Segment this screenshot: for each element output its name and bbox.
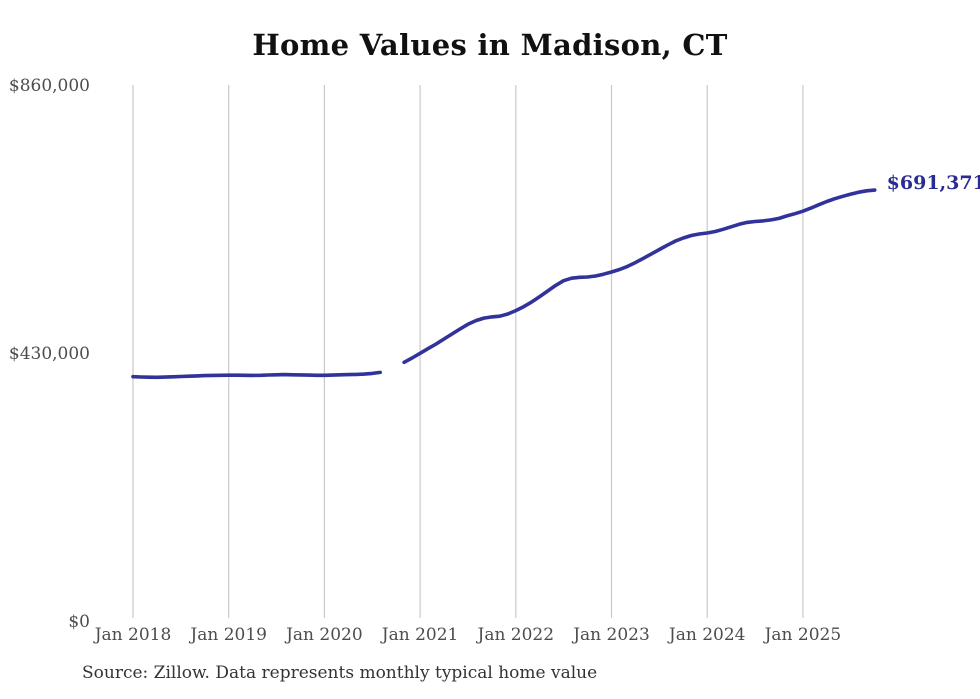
x-tick-label: Jan 2021 xyxy=(380,625,459,645)
y-tick-label: $0 xyxy=(68,612,90,632)
chart-title: Home Values in Madison, CT xyxy=(252,28,728,62)
x-tick-label: Jan 2024 xyxy=(667,625,746,645)
x-tick-label: Jan 2019 xyxy=(188,625,267,645)
y-tick-label: $430,000 xyxy=(9,344,90,364)
end-value-label: $691,371 xyxy=(887,172,980,194)
x-tick-label: Jan 2020 xyxy=(284,625,363,645)
y-tick-label: $860,000 xyxy=(9,76,90,96)
x-tick-label: Jan 2018 xyxy=(93,625,172,645)
source-note: Source: Zillow. Data represents monthly … xyxy=(82,663,598,683)
x-tick-label: Jan 2025 xyxy=(763,625,842,645)
home-value-line xyxy=(131,188,877,380)
x-tick-label: Jan 2022 xyxy=(476,625,555,645)
x-tick-label: Jan 2023 xyxy=(571,625,650,645)
